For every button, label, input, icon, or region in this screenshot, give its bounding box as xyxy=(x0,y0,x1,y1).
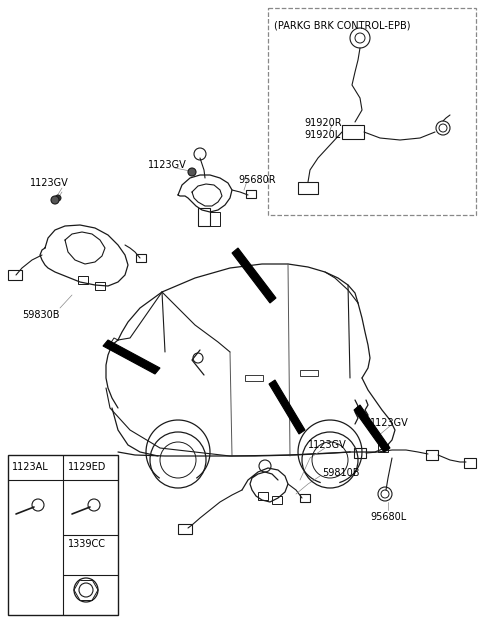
Bar xyxy=(198,208,210,226)
Bar xyxy=(210,212,220,226)
Circle shape xyxy=(188,168,196,176)
Bar xyxy=(268,8,476,215)
Bar xyxy=(272,496,282,504)
Bar xyxy=(378,444,388,452)
Bar xyxy=(8,270,22,280)
Bar xyxy=(8,455,118,615)
Circle shape xyxy=(51,196,59,204)
Bar xyxy=(258,492,268,500)
Bar xyxy=(245,375,263,381)
Text: 59810B: 59810B xyxy=(322,468,360,478)
Text: 91920L: 91920L xyxy=(304,130,340,140)
Text: 1129ED: 1129ED xyxy=(68,462,107,472)
Polygon shape xyxy=(103,340,160,374)
Bar xyxy=(342,125,364,139)
Text: 1339CC: 1339CC xyxy=(68,539,106,549)
Polygon shape xyxy=(232,248,276,303)
Bar xyxy=(426,450,438,460)
Text: 1123GV: 1123GV xyxy=(308,440,347,450)
Bar xyxy=(300,494,310,502)
Bar xyxy=(246,190,256,198)
Bar xyxy=(78,276,88,284)
Text: 91920R: 91920R xyxy=(304,118,342,128)
Text: 59830B: 59830B xyxy=(22,310,60,320)
Bar xyxy=(298,182,318,194)
Text: 95680R: 95680R xyxy=(238,175,276,185)
Bar xyxy=(300,370,318,376)
Text: 1123AL: 1123AL xyxy=(12,462,49,472)
Bar xyxy=(95,282,105,290)
Polygon shape xyxy=(269,380,305,434)
Circle shape xyxy=(55,195,61,201)
Text: 1123GV: 1123GV xyxy=(370,418,409,428)
Text: 1123GV: 1123GV xyxy=(148,160,187,170)
Bar xyxy=(136,254,146,262)
Text: 1123GV: 1123GV xyxy=(30,178,69,188)
Text: (PARKG BRK CONTROL-EPB): (PARKG BRK CONTROL-EPB) xyxy=(274,20,410,30)
Bar xyxy=(354,448,366,458)
Bar xyxy=(178,524,192,534)
Polygon shape xyxy=(354,405,390,452)
Bar xyxy=(464,458,476,468)
Text: 95680L: 95680L xyxy=(370,512,406,522)
